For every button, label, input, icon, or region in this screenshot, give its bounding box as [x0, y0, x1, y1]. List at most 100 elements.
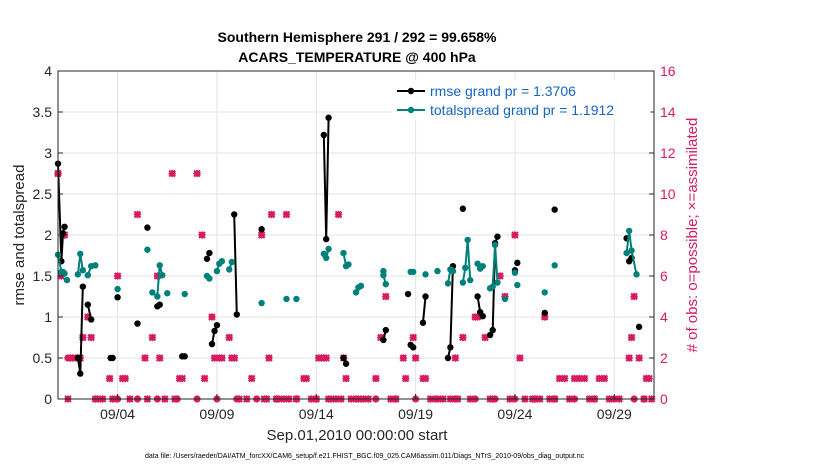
- spread-point: [462, 264, 469, 271]
- spread-point: [491, 241, 499, 249]
- obs-assimilated-cross: [265, 354, 273, 362]
- rmse-line: [422, 296, 427, 323]
- y-tick-label: 4: [44, 63, 52, 79]
- spread-point: [323, 254, 330, 262]
- chart-title: Southern Hemisphere 291 / 292 = 99.658%: [218, 29, 498, 45]
- spread-point: [159, 271, 166, 279]
- spread-point: [77, 250, 84, 258]
- y-axis-left: 0 0.5 1 1.5 2 2.5 3 3.5 4: [33, 63, 63, 407]
- obs-assimilated-cross: [121, 374, 129, 383]
- rmse-point: [514, 259, 521, 267]
- spread-point: [293, 295, 300, 303]
- rmse-point: [479, 312, 486, 320]
- rmse-point: [109, 354, 116, 362]
- x-tick-label: 09/04: [100, 406, 135, 422]
- obs-assimilated-cross: [382, 292, 390, 301]
- spread-point: [283, 295, 290, 303]
- obs-assimilated-cross: [645, 374, 653, 383]
- spread-point: [434, 267, 441, 275]
- obs-assimilated-cross: [342, 374, 350, 383]
- rmse-point: [203, 255, 211, 262]
- obs-assimilated-cross: [401, 374, 410, 383]
- obs-assimilated-cross: [282, 210, 291, 219]
- obs-assimilated-cross: [409, 333, 417, 342]
- legend-spread-marker: [407, 106, 415, 114]
- rmse-point: [635, 323, 643, 331]
- rmse-point: [340, 354, 347, 362]
- rmse-point: [206, 249, 213, 257]
- obs-assimilated-cross: [148, 333, 157, 342]
- rmse-point: [410, 344, 417, 351]
- legend-rmse-label: rmse grand pr = 1.3706: [430, 83, 576, 99]
- spread-point: [633, 271, 640, 278]
- spread-point: [226, 266, 233, 273]
- y-tick-label: 2.5: [33, 186, 53, 202]
- obs-assimilated-cross: [372, 374, 380, 383]
- x-axis-label: Sep.01,2010 00:00:00 start: [267, 427, 449, 444]
- rmse-point: [211, 327, 218, 335]
- x-axis: 09/04 09/09 09/14 09/19 09/24 09/29: [100, 394, 632, 422]
- spread-point: [489, 283, 496, 290]
- rmse-point: [114, 294, 121, 301]
- spread-point: [79, 267, 87, 274]
- legend-rmse-marker: [407, 87, 415, 95]
- rmse-point: [474, 293, 481, 300]
- obs-assimilated-cross: [168, 169, 176, 178]
- spread-point: [357, 282, 365, 290]
- spread-point: [325, 245, 332, 253]
- y-tick-label: 1: [44, 309, 52, 325]
- y-right-tick-label: 16: [660, 63, 676, 79]
- obs-assimilated-cross: [516, 354, 524, 362]
- rmse-point: [325, 114, 332, 121]
- rmse-point: [444, 354, 452, 362]
- obs-assimilated-cross: [627, 333, 636, 342]
- spread-point: [628, 247, 635, 254]
- spread-point: [551, 262, 558, 269]
- obs-assimilated-cross: [247, 374, 256, 383]
- spread-point: [541, 289, 548, 296]
- spread-point: [352, 289, 360, 296]
- spread-point: [61, 270, 68, 277]
- rmse-point: [486, 331, 494, 339]
- obs-assimilated-cross: [208, 313, 216, 321]
- obs-assimilated-cross: [635, 354, 643, 362]
- rmse-point: [134, 320, 141, 327]
- obs-assimilated-cross: [193, 169, 201, 178]
- spread-point: [63, 276, 71, 284]
- spread-point: [514, 281, 521, 289]
- y-axis-label: rmse and totalspread: [11, 165, 28, 306]
- y-right-tick-label: 14: [660, 104, 676, 120]
- chart-subtitle: ACARS_TEMPERATURE @ 400 hPa: [238, 49, 476, 65]
- x-tick-label: 09/19: [398, 406, 433, 422]
- spread-point: [114, 285, 121, 293]
- y-axis-right-label: # of obs: o=possible; ×=assimilated: [684, 118, 701, 353]
- rmse-point: [213, 322, 221, 329]
- spread-point: [74, 271, 82, 278]
- spread-point: [511, 269, 519, 276]
- rmse-point: [342, 360, 350, 367]
- spread-point: [459, 279, 467, 286]
- rmse-point: [144, 224, 151, 231]
- rmse-point: [79, 283, 87, 290]
- obs-assimilated-cross: [267, 210, 276, 219]
- spread-point: [154, 293, 161, 300]
- spread-point: [380, 267, 387, 275]
- y-right-tick-label: 10: [660, 186, 676, 202]
- y-tick-label: 2: [44, 227, 52, 243]
- y-tick-label: 1.5: [33, 268, 53, 284]
- spread-point: [625, 227, 633, 235]
- spread-point: [474, 260, 481, 267]
- spread-point: [218, 258, 226, 265]
- rmse-point: [59, 230, 67, 237]
- obs-assimilated-cross: [334, 210, 343, 219]
- spread-point: [422, 271, 429, 278]
- spread-point: [464, 236, 471, 244]
- spread-point: [149, 289, 156, 296]
- spread-point: [479, 262, 486, 270]
- obs-assimilated-cross: [198, 231, 206, 239]
- rmse-line: [57, 163, 66, 262]
- x-tick-label: 09/14: [299, 406, 334, 422]
- rmse-point: [404, 290, 412, 298]
- rmse-point: [74, 354, 82, 362]
